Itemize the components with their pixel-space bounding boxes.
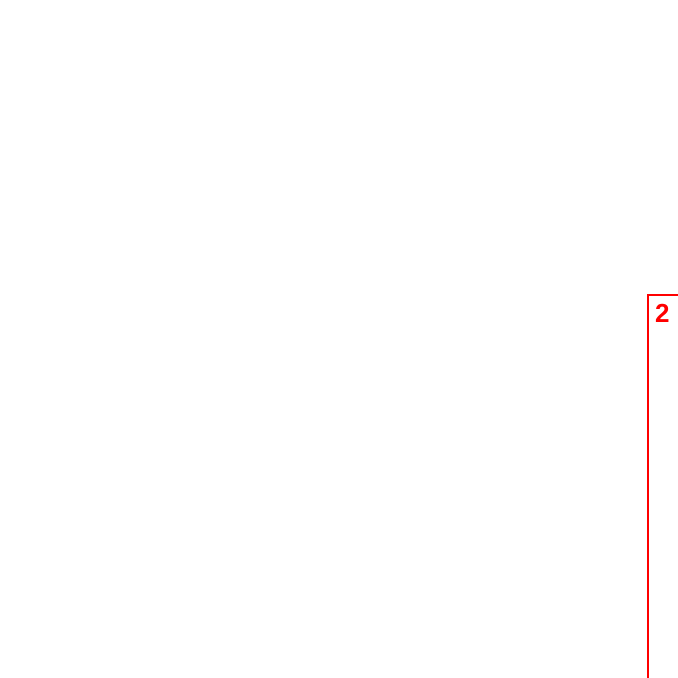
annotation-box: [647, 294, 678, 678]
annotation-label: 2: [655, 298, 670, 328]
